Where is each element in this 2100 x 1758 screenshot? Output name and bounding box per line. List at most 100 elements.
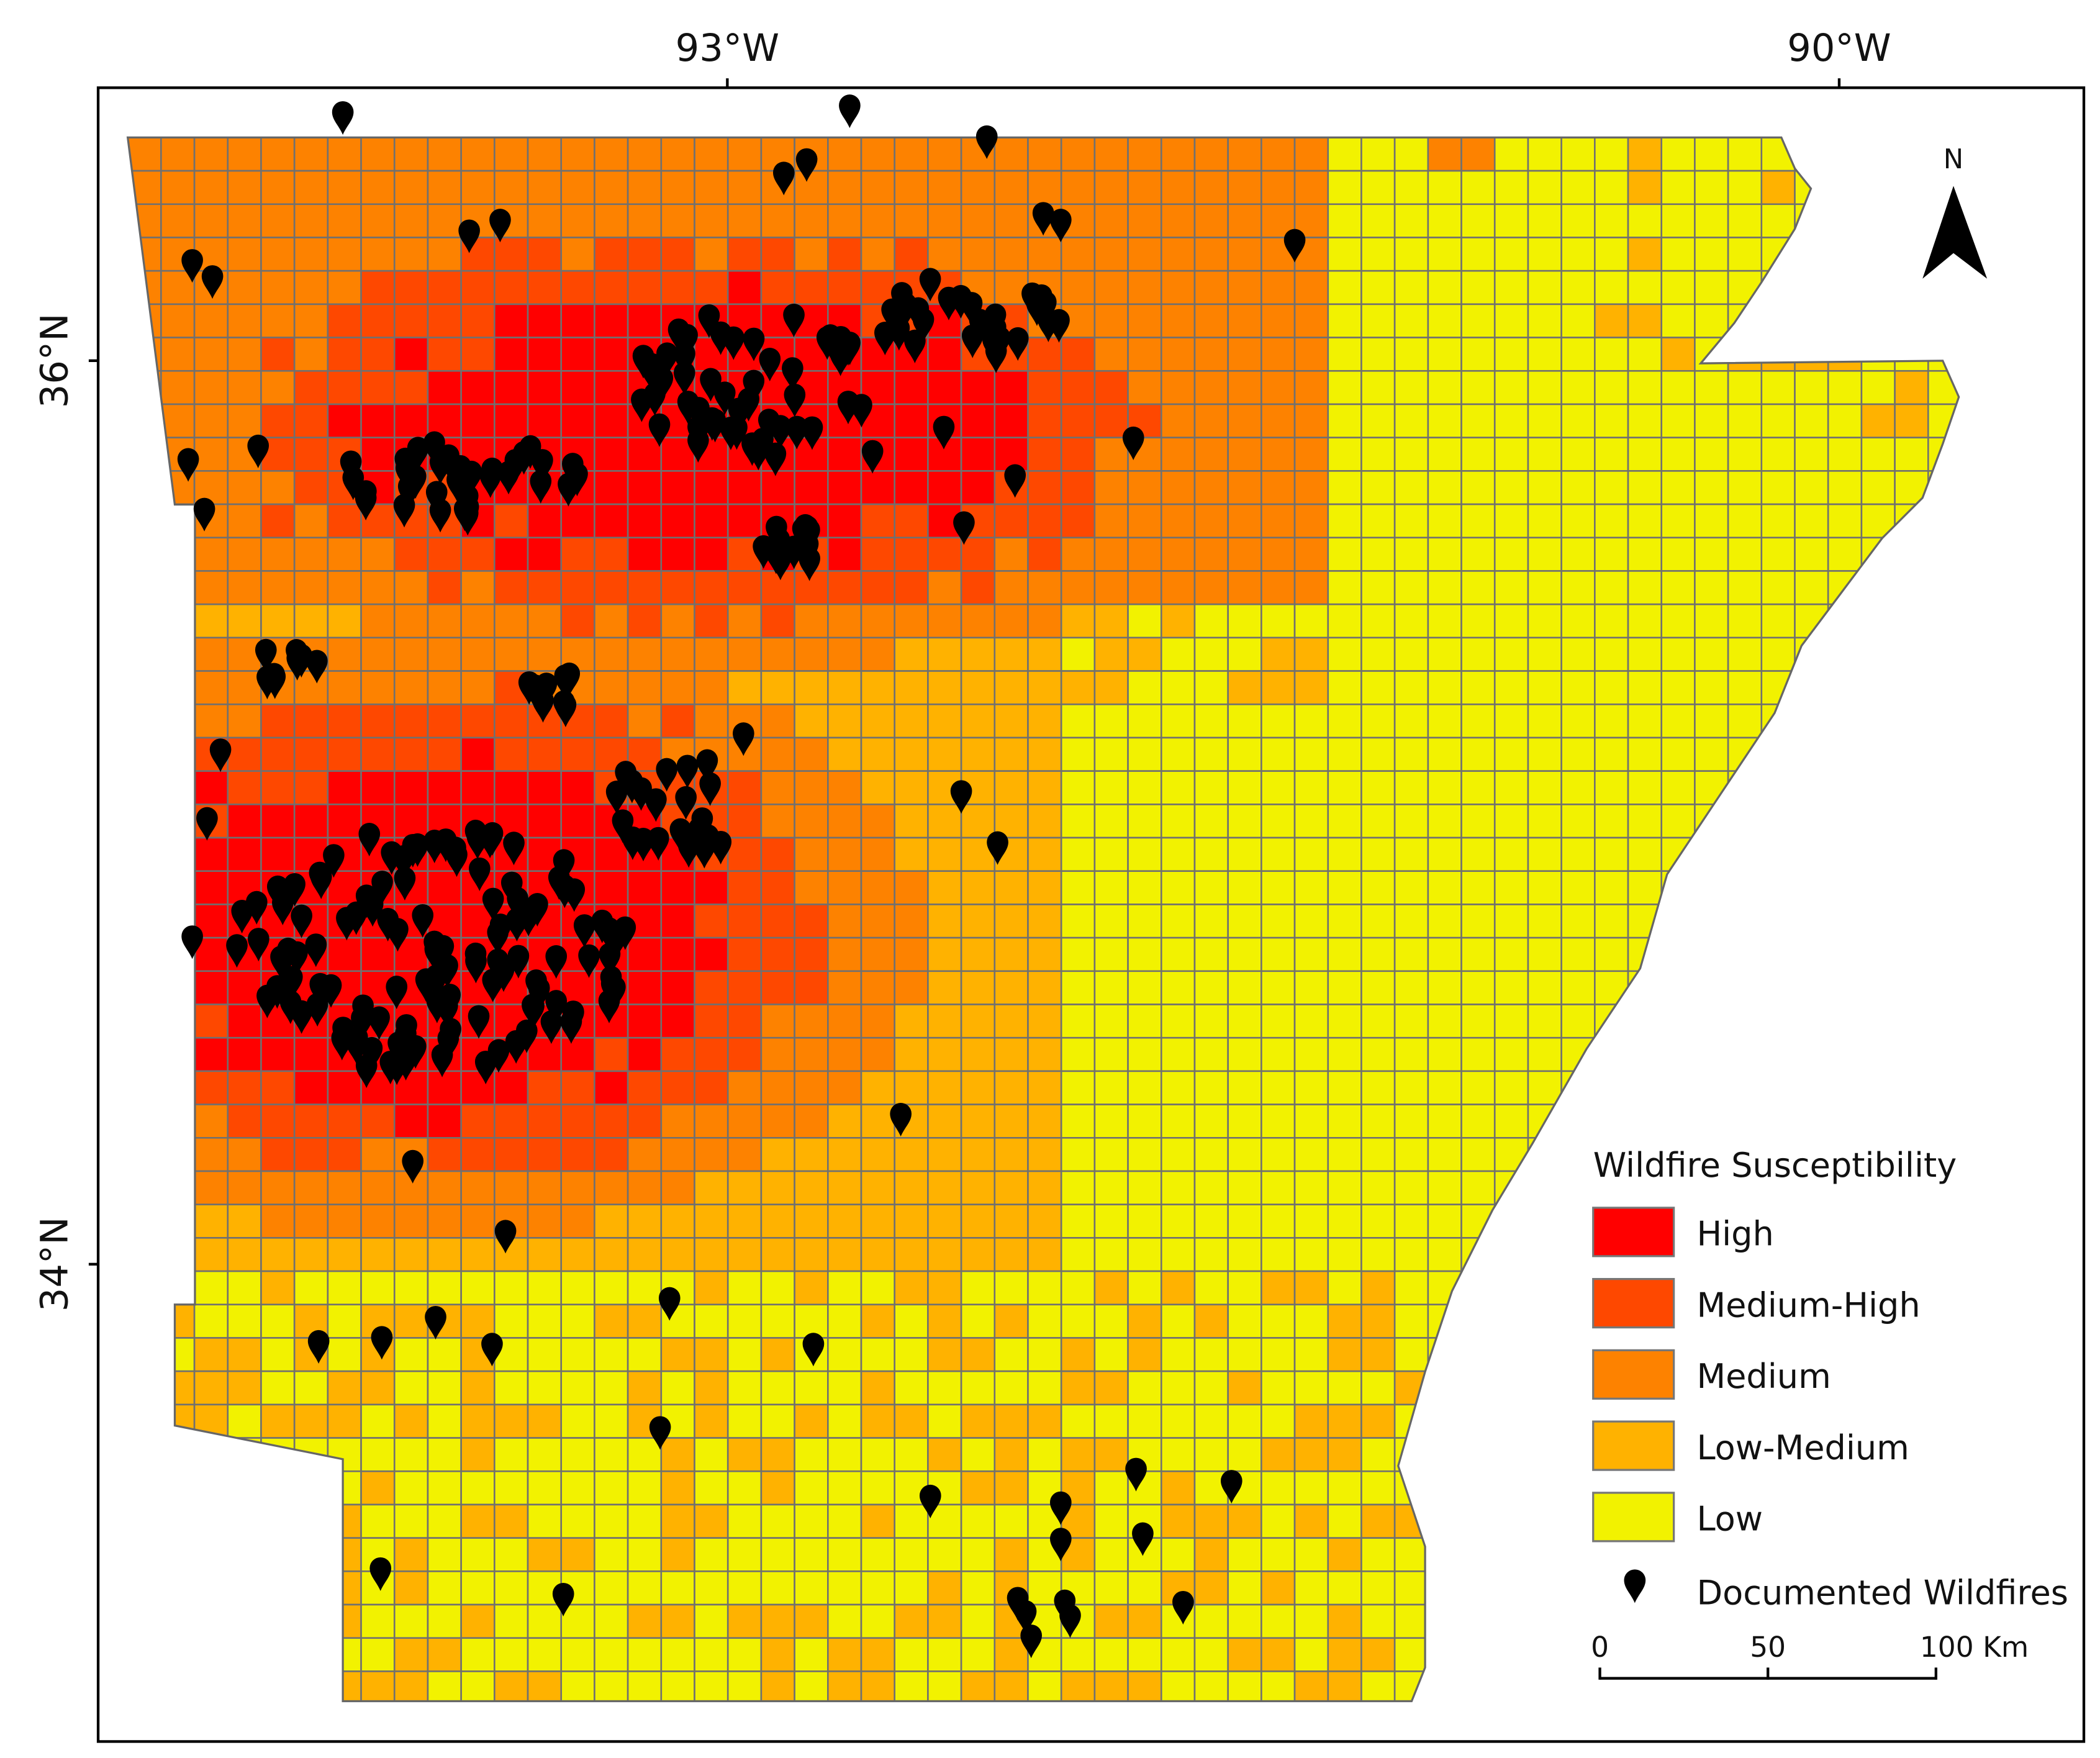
grid-cell bbox=[360, 603, 396, 639]
grid-cell bbox=[1393, 1036, 1429, 1072]
grid-cell bbox=[1393, 470, 1429, 505]
grid-cell bbox=[293, 770, 329, 805]
grid-cell bbox=[927, 1437, 962, 1472]
grid-cell bbox=[1193, 1670, 1229, 1701]
grid-cell bbox=[594, 1470, 629, 1506]
grid-cell bbox=[1760, 437, 1796, 472]
grid-cell bbox=[327, 770, 362, 805]
grid-cell bbox=[1760, 1004, 1796, 1039]
grid-cell bbox=[726, 1004, 763, 1039]
grid-cell bbox=[1327, 670, 1362, 705]
grid-cell bbox=[960, 1603, 996, 1639]
grid-cell bbox=[627, 303, 663, 338]
grid-cell bbox=[1827, 503, 1863, 539]
grid-cell bbox=[1293, 270, 1329, 306]
grid-cell bbox=[1193, 1270, 1229, 1306]
grid-cell bbox=[393, 270, 429, 306]
grid-cell bbox=[1193, 537, 1229, 572]
wildfire-marker bbox=[456, 502, 479, 536]
grid-cell bbox=[694, 670, 729, 705]
grid-cell bbox=[1160, 904, 1196, 939]
grid-cell bbox=[1460, 804, 1496, 839]
grid-cell bbox=[1794, 703, 1829, 739]
grid-cell bbox=[193, 1203, 229, 1239]
grid-cell bbox=[1193, 1036, 1229, 1072]
grid-cell bbox=[227, 503, 262, 539]
grid-cell bbox=[1293, 369, 1329, 406]
grid-cell bbox=[1127, 904, 1162, 939]
grid-cell bbox=[627, 603, 663, 639]
grid-cell bbox=[1827, 637, 1863, 672]
grid-cell bbox=[827, 170, 862, 206]
grid-cell bbox=[460, 1370, 496, 1406]
wildfire-marker bbox=[700, 368, 722, 402]
grid-cell bbox=[260, 703, 296, 739]
grid-cell bbox=[794, 1103, 829, 1139]
grid-cell bbox=[927, 904, 962, 939]
grid-cell bbox=[960, 237, 996, 272]
grid-cell bbox=[193, 1370, 229, 1406]
grid-cell bbox=[360, 1470, 396, 1506]
grid-cell bbox=[993, 1136, 1029, 1172]
grid-cell bbox=[1093, 736, 1129, 772]
wildfire-marker bbox=[525, 969, 547, 1004]
grid-cell bbox=[560, 137, 595, 172]
grid-cell bbox=[894, 603, 929, 639]
wildfire-marker bbox=[975, 125, 998, 160]
grid-cell bbox=[1327, 369, 1362, 406]
grid-cell bbox=[1060, 1337, 1096, 1372]
grid-cell bbox=[1460, 570, 1496, 605]
grid-cell bbox=[560, 1103, 595, 1139]
grid-cell bbox=[1260, 337, 1296, 372]
grid-cell bbox=[827, 603, 862, 639]
grid-cell bbox=[1360, 170, 1396, 206]
grid-cell bbox=[327, 736, 362, 772]
grid-cell bbox=[1527, 403, 1562, 438]
grid-cell bbox=[1227, 870, 1262, 905]
grid-cell bbox=[227, 1570, 262, 1606]
grid-cell bbox=[660, 1036, 695, 1072]
grid-cell bbox=[927, 1570, 962, 1606]
grid-cell bbox=[1193, 270, 1229, 306]
grid-cell bbox=[1760, 503, 1796, 539]
grid-cell bbox=[894, 570, 929, 605]
grid-cell bbox=[1327, 1603, 1362, 1639]
grid-cell bbox=[860, 770, 896, 805]
grid-cell bbox=[1193, 237, 1229, 272]
wildfire-marker bbox=[713, 381, 736, 415]
grid-cell bbox=[1560, 1070, 1596, 1105]
grid-cell bbox=[1694, 1070, 1729, 1105]
grid-cell bbox=[1594, 137, 1629, 172]
grid-cell bbox=[694, 1403, 729, 1439]
grid-cell bbox=[1627, 1637, 1663, 1672]
grid-cell bbox=[1460, 303, 1496, 338]
grid-cell bbox=[127, 1370, 162, 1406]
grid-cell bbox=[627, 1237, 663, 1272]
grid-cell bbox=[1827, 1670, 1863, 1701]
grid-cell bbox=[1894, 1203, 1929, 1239]
grid-cell bbox=[760, 1004, 795, 1039]
grid-cell bbox=[327, 1136, 362, 1172]
grid-cell bbox=[1193, 1303, 1229, 1339]
grid-cell bbox=[427, 1337, 462, 1372]
grid-cell bbox=[327, 137, 362, 172]
grid-cell bbox=[927, 570, 962, 605]
grid-cell bbox=[1827, 437, 1863, 472]
grid-cell bbox=[1127, 570, 1162, 605]
grid-cell bbox=[360, 270, 396, 306]
grid-cell bbox=[827, 203, 862, 238]
grid-cell bbox=[794, 1070, 829, 1105]
grid-cell bbox=[1627, 170, 1663, 206]
grid-cell bbox=[1127, 736, 1162, 772]
grid-cell bbox=[1293, 437, 1329, 472]
grid-cell bbox=[127, 403, 162, 438]
grid-cell bbox=[327, 537, 362, 572]
grid-cell bbox=[1594, 637, 1629, 672]
grid-cell bbox=[827, 1170, 862, 1205]
grid-cell bbox=[1660, 637, 1696, 672]
grid-cell bbox=[1527, 936, 1562, 972]
grid-cell bbox=[1460, 1070, 1496, 1105]
grid-cell bbox=[1794, 1537, 1829, 1572]
grid-cell bbox=[227, 1103, 262, 1139]
wildfire-marker bbox=[802, 1333, 825, 1367]
